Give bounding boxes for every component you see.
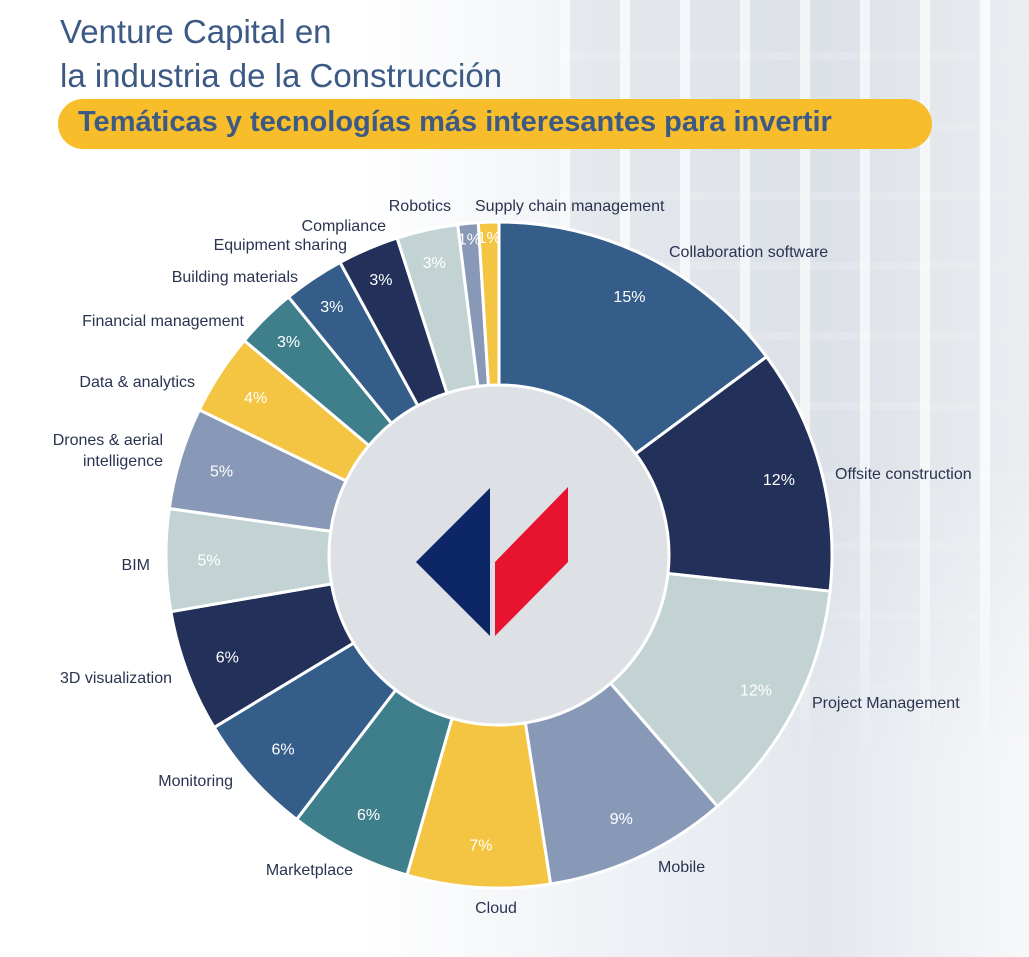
slice-category-label: Compliance bbox=[302, 218, 387, 235]
slice-category-label: Robotics bbox=[389, 198, 451, 215]
slice-category-label: Financial management bbox=[82, 313, 244, 330]
subtitle: Temáticas y tecnologías más interesantes… bbox=[78, 106, 832, 138]
slice-category-label: BIM bbox=[122, 557, 150, 574]
slice-value-label: 15% bbox=[613, 289, 645, 306]
slice-category-label: Data & analytics bbox=[79, 374, 195, 391]
slice-value-label: 5% bbox=[197, 553, 220, 570]
title-line-2: la industria de la Construcción bbox=[60, 57, 503, 94]
donut-slice bbox=[633, 354, 834, 593]
donut-slice bbox=[476, 220, 501, 387]
slice-category-label: Supply chain management bbox=[475, 198, 665, 215]
slice-category-label: Drones & aerial intelligence bbox=[53, 432, 163, 470]
subtitle-banner: Temáticas y tecnologías más interesantes… bbox=[58, 99, 932, 149]
slice-value-label: 6% bbox=[272, 742, 295, 759]
slice-value-label: 12% bbox=[740, 682, 772, 699]
slice-category-label: Collaboration software bbox=[669, 244, 828, 261]
slice-category-label: 3D visualization bbox=[60, 670, 172, 687]
slice-category-label: Marketplace bbox=[266, 862, 353, 879]
slice-value-label: 6% bbox=[357, 807, 380, 824]
center-photo bbox=[329, 385, 669, 725]
slice-value-label: 6% bbox=[216, 650, 239, 667]
logo-red-parallelogram bbox=[495, 487, 568, 636]
slice-value-label: 3% bbox=[320, 299, 343, 316]
slice-value-label: 4% bbox=[244, 390, 267, 407]
slice-value-label: 1% bbox=[478, 230, 501, 247]
slice-value-label: 3% bbox=[277, 334, 300, 351]
page-title: Venture Capital en la industria de la Co… bbox=[60, 10, 502, 98]
slice-value-label: 3% bbox=[369, 272, 392, 289]
slice-category-label: Equipment sharing bbox=[214, 237, 347, 254]
donut-slice bbox=[608, 571, 832, 809]
slice-category-label: Project Management bbox=[812, 695, 960, 712]
title-line-1: Venture Capital en bbox=[60, 13, 332, 50]
slice-category-label: Cloud bbox=[475, 900, 517, 917]
slice-category-label: Mobile bbox=[658, 859, 705, 876]
slice-value-label: 1% bbox=[458, 231, 481, 248]
slice-category-label: Monitoring bbox=[158, 773, 233, 790]
logo-navy-triangle bbox=[416, 488, 490, 636]
donut-slice bbox=[497, 220, 769, 456]
slice-category-label: Offsite construction bbox=[835, 466, 972, 483]
slice-value-label: 7% bbox=[469, 837, 492, 854]
slice-value-label: 12% bbox=[763, 472, 795, 489]
slice-value-label: 3% bbox=[423, 255, 446, 272]
slice-value-label: 5% bbox=[210, 464, 233, 481]
slice-category-label: Building materials bbox=[172, 269, 298, 286]
slice-value-label: 9% bbox=[610, 811, 633, 828]
